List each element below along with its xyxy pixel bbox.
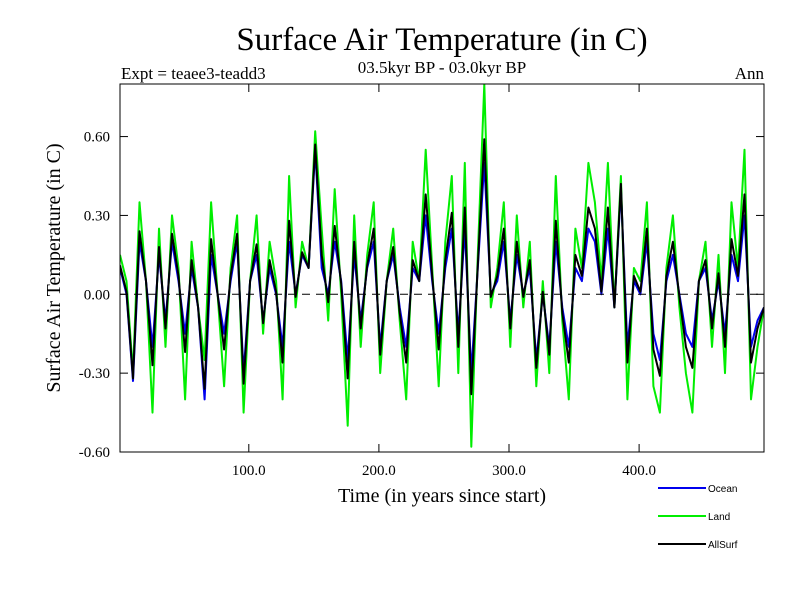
y-tick-label: -0.30 [79,366,110,382]
experiment-label: Expt = teaee3-teadd3 [121,64,266,83]
series-layer [120,84,764,448]
chart-title: Surface Air Temperature (in C) [236,22,647,58]
x-tick-label: 300.0 [492,463,526,479]
x-tick-label: 400.0 [622,463,656,479]
season-label: Ann [735,64,765,83]
chart-subtitle: 03.5kyr BP - 03.0kyr BP [358,58,526,77]
x-tick-label: 200.0 [362,463,396,479]
y-tick-label: 0.00 [84,287,110,303]
series-line-allsurf [120,138,764,396]
y-axis-label: Surface Air Temperature (in C) [43,143,65,392]
legend-label-ocean: Ocean [708,484,737,495]
x-tick-label: 100.0 [232,463,266,479]
x-axis-label: Time (in years since start) [338,485,546,507]
legend: Ocean Land AllSurf [658,484,738,551]
plot-frame [119,83,765,453]
legend-label-allsurf: AllSurf [708,540,738,551]
legend-label-land: Land [708,512,730,523]
y-tick-label: -0.60 [79,445,110,461]
y-tick-label: 0.60 [84,130,110,146]
y-tick-label: 0.30 [84,208,110,224]
axis-ticks: 100.0 200.0 300.0 400.0 -0.60 -0.30 0.00 0.30 0.… [79,84,764,479]
